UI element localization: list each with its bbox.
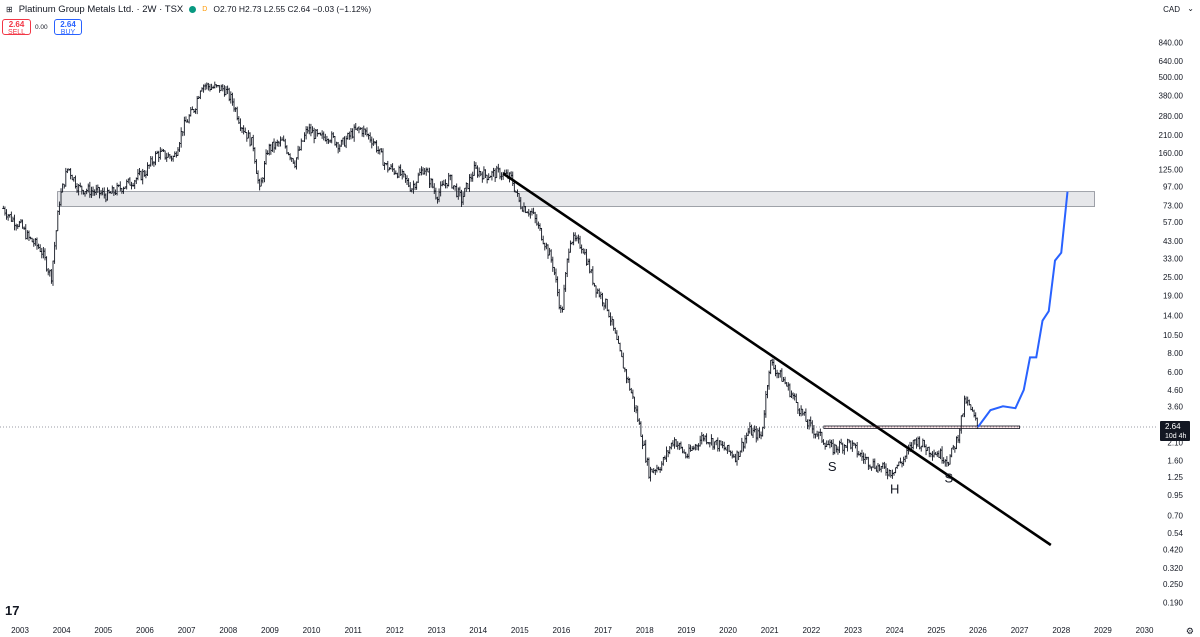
y-tick-label: 0.420 xyxy=(1163,546,1184,555)
x-tick-label: 2017 xyxy=(594,626,612,635)
spread-value: 0.00 xyxy=(35,24,48,31)
x-tick-label: 2003 xyxy=(11,626,29,635)
buy-price: 2.64 xyxy=(60,20,76,29)
x-tick-label: 2016 xyxy=(553,626,571,635)
x-tick-label: 2020 xyxy=(719,626,737,635)
x-tick-label: 2022 xyxy=(802,626,820,635)
y-tick-label: 6.00 xyxy=(1167,368,1183,377)
price-tag-countdown: 10d 4h xyxy=(1165,433,1187,440)
status-badge: D xyxy=(202,5,208,13)
pattern-label: S xyxy=(828,459,837,474)
price-tag-price: 2.64 xyxy=(1165,422,1181,431)
projection-path xyxy=(977,191,1069,428)
pattern-label: H xyxy=(890,482,899,497)
y-tick-label: 33.00 xyxy=(1163,255,1184,264)
y-tick-label: 380.00 xyxy=(1159,92,1184,101)
x-tick-label: 2009 xyxy=(261,626,279,635)
x-tick-label: 2010 xyxy=(303,626,321,635)
y-tick-label: 8.00 xyxy=(1167,349,1183,358)
chevron-down-icon[interactable]: ⌄ xyxy=(1187,4,1194,13)
y-tick-label: 57.00 xyxy=(1163,218,1184,227)
x-tick-label: 2029 xyxy=(1094,626,1112,635)
y-tick-label: 125.00 xyxy=(1159,166,1184,175)
x-tick-label: 2019 xyxy=(678,626,696,635)
x-tick-label: 2030 xyxy=(1136,626,1154,635)
settings-icon[interactable]: ⚙ xyxy=(1185,626,1194,636)
buy-label: BUY xyxy=(60,28,76,36)
neckline-zone xyxy=(823,425,1020,429)
y-tick-label: 4.60 xyxy=(1167,386,1183,395)
currency-selector[interactable]: CAD xyxy=(1163,5,1180,14)
x-tick-label: 2008 xyxy=(219,626,237,635)
y-tick-label: 280.00 xyxy=(1159,112,1184,121)
x-tick-label: 2015 xyxy=(511,626,529,635)
sell-price: 2.64 xyxy=(8,20,25,29)
y-tick-label: 500.00 xyxy=(1159,73,1184,82)
y-tick-label: 10.50 xyxy=(1163,331,1184,340)
x-tick-label: 2011 xyxy=(345,626,363,635)
y-tick-label: 0.190 xyxy=(1163,599,1184,608)
x-tick-label: 2012 xyxy=(386,626,404,635)
x-tick-label: 2006 xyxy=(136,626,154,635)
y-tick-label: 43.00 xyxy=(1163,237,1184,246)
x-tick-label: 2021 xyxy=(761,626,779,635)
resistance-zone xyxy=(57,191,1095,207)
grid-icon: ⊞ xyxy=(6,4,13,14)
y-tick-label: 2.10 xyxy=(1167,438,1183,447)
y-tick-label: 0.95 xyxy=(1167,491,1183,500)
y-tick-label: 1.60 xyxy=(1167,456,1183,465)
y-tick-label: 1.25 xyxy=(1167,473,1183,482)
x-tick-label: 2004 xyxy=(53,626,71,635)
y-tick-label: 0.250 xyxy=(1163,580,1184,589)
sell-label: SELL xyxy=(7,28,26,36)
y-tick-label: 840.00 xyxy=(1159,39,1184,48)
symbol-title[interactable]: Platinum Group Metals Ltd. · 2W · TSX xyxy=(18,3,184,15)
y-tick-label: 97.00 xyxy=(1163,183,1184,192)
x-tick-label: 2027 xyxy=(1011,626,1029,635)
x-tick-label: 2013 xyxy=(428,626,446,635)
x-tick-label: 2024 xyxy=(886,626,904,635)
y-tick-label: 14.00 xyxy=(1163,312,1184,321)
chart-header: ⊞ Platinum Group Metals Ltd. · 2W · TSX … xyxy=(0,0,371,18)
sell-button[interactable]: 2.64 SELL xyxy=(2,19,31,36)
x-tick-label: 2026 xyxy=(969,626,987,635)
x-tick-label: 2018 xyxy=(636,626,654,635)
price-tag xyxy=(1160,421,1190,441)
y-tick-label: 0.54 xyxy=(1167,529,1183,538)
y-tick-label: 3.60 xyxy=(1167,402,1183,411)
y-tick-label: 25.00 xyxy=(1163,273,1184,282)
market-open-indicator xyxy=(189,5,197,13)
y-tick-label: 0.320 xyxy=(1163,564,1184,573)
y-tick-label: 210.00 xyxy=(1159,131,1184,140)
pattern-label: S xyxy=(944,470,953,485)
buy-button[interactable]: 2.64 BUY xyxy=(54,19,82,36)
y-tick-label: 19.00 xyxy=(1163,291,1184,300)
x-tick-label: 2007 xyxy=(178,626,196,635)
y-tick-label: 0.70 xyxy=(1167,512,1183,521)
ohlc-readout: O2.70 H2.73 L2.55 C2.64 −0.03 (−1.12%) xyxy=(213,4,372,14)
tradingview-logo[interactable]: 17 xyxy=(5,603,20,618)
x-tick-label: 2023 xyxy=(844,626,862,635)
x-tick-label: 2005 xyxy=(94,626,112,635)
descending-trendline xyxy=(502,172,1052,547)
y-tick-label: 160.00 xyxy=(1159,149,1184,158)
y-tick-label: 640.00 xyxy=(1159,57,1184,66)
x-tick-label: 2014 xyxy=(469,626,487,635)
x-tick-label: 2028 xyxy=(1052,626,1070,635)
x-tick-label: 2025 xyxy=(927,626,945,635)
y-tick-label: 73.00 xyxy=(1163,202,1184,211)
